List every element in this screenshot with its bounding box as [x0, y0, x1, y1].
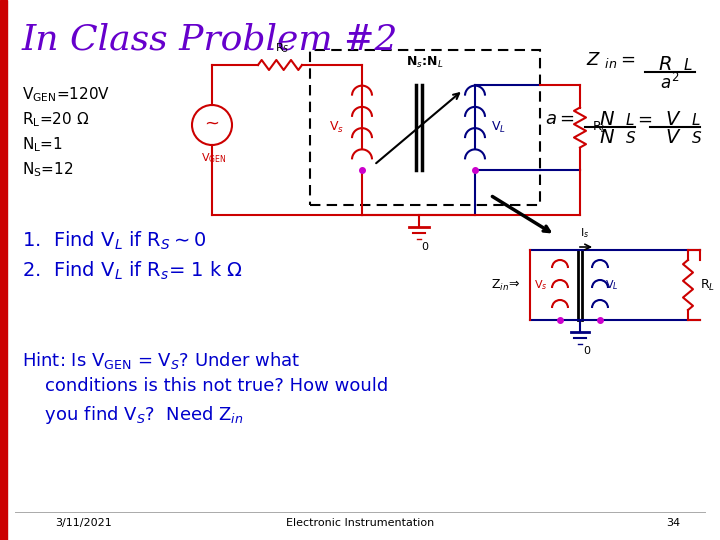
Text: $R$: $R$ [658, 55, 672, 74]
Text: ~: ~ [204, 115, 220, 133]
Text: V$_L$: V$_L$ [491, 120, 506, 135]
Text: Electronic Instrumentation: Electronic Instrumentation [286, 518, 434, 528]
Text: N$_{\mathregular{L}}$=1: N$_{\mathregular{L}}$=1 [22, 135, 63, 154]
Text: R$_L$: R$_L$ [592, 120, 607, 135]
Text: R$_L$: R$_L$ [700, 278, 715, 293]
Text: $L$: $L$ [691, 112, 701, 128]
Text: $V$: $V$ [665, 128, 681, 147]
Text: $a=$: $a=$ [545, 110, 575, 128]
Text: 1.  Find V$_L$ if R$_S$$\sim$0: 1. Find V$_L$ if R$_S$$\sim$0 [22, 230, 207, 252]
Text: In Class Problem #2: In Class Problem #2 [22, 22, 398, 56]
Text: V$_{\mathregular{GEN}}$: V$_{\mathregular{GEN}}$ [201, 151, 227, 165]
Text: V$_s$: V$_s$ [329, 120, 344, 135]
Text: R$_{\mathregular{L}}$=20 $\Omega$: R$_{\mathregular{L}}$=20 $\Omega$ [22, 110, 89, 129]
Text: Z$_{in}$⇒: Z$_{in}$⇒ [491, 278, 520, 293]
Text: $L$: $L$ [683, 57, 693, 73]
Text: $S$: $S$ [625, 130, 636, 146]
Text: 34: 34 [666, 518, 680, 528]
Text: $Z\ _{in}=$: $Z\ _{in}=$ [585, 50, 635, 70]
Text: V$_{\mathregular{GEN}}$=120V: V$_{\mathregular{GEN}}$=120V [22, 85, 110, 104]
Bar [310, 50, 540, 205]
Text: Hint: Is V$_{\mathregular{GEN}}$ = V$_S$? Under what: Hint: Is V$_{\mathregular{GEN}}$ = V$_S$… [22, 350, 300, 371]
Text: $a^2$: $a^2$ [660, 73, 680, 93]
Text: 0: 0 [421, 242, 428, 252]
Text: R$_S$: R$_S$ [275, 41, 289, 55]
Text: $=$: $=$ [634, 110, 652, 128]
Text: $N$: $N$ [599, 128, 615, 147]
Text: N$_s$:N$_L$: N$_s$:N$_L$ [406, 55, 444, 70]
Text: you find V$_S$?  Need Z$_{in}$: you find V$_S$? Need Z$_{in}$ [22, 404, 243, 426]
Text: I$_s$: I$_s$ [580, 226, 590, 240]
Text: $V$: $V$ [665, 110, 681, 129]
Text: 2.  Find V$_L$ if R$_s$= 1 k $\Omega$: 2. Find V$_L$ if R$_s$= 1 k $\Omega$ [22, 260, 243, 282]
Text: 0: 0 [583, 346, 590, 356]
Text: V$_s$: V$_s$ [534, 278, 548, 292]
Text: N$_{\mathregular{S}}$=12: N$_{\mathregular{S}}$=12 [22, 160, 73, 179]
Text: V$_L$: V$_L$ [605, 278, 618, 292]
Bar [0, 0, 7, 540]
Text: $N$: $N$ [599, 110, 615, 129]
Text: 3/11/2021: 3/11/2021 [55, 518, 112, 528]
Text: $S$: $S$ [691, 130, 702, 146]
Text: conditions is this not true? How would: conditions is this not true? How would [22, 377, 388, 395]
Text: $L$: $L$ [625, 112, 634, 128]
